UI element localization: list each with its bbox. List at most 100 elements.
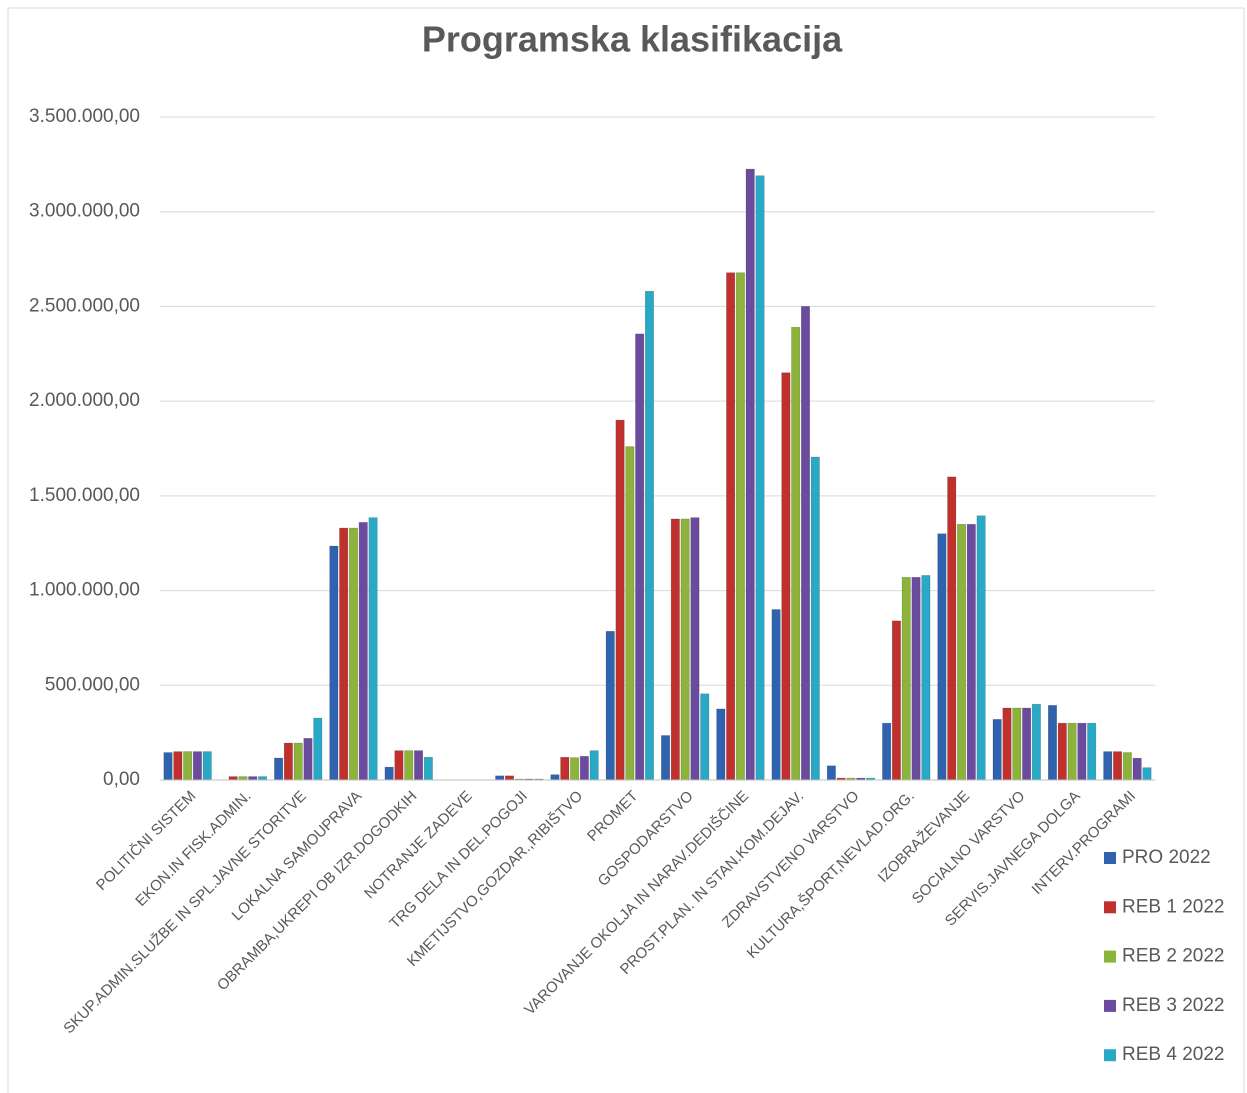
bar [589,750,599,781]
bar [384,766,394,781]
bar [303,738,313,781]
bar [800,306,810,781]
y-tick-label: 1.000.000,00 [29,580,140,601]
bar [947,476,957,781]
legend-swatch [1104,1049,1116,1062]
bar [404,750,414,781]
bar [579,756,589,781]
y-tick-label: 2.500.000,00 [29,295,140,316]
bar [670,518,680,781]
bar [358,522,368,781]
bar [313,717,323,781]
chart-title: Programska klasifikacija [422,19,843,60]
bar [1012,707,1022,781]
bar [1077,722,1087,781]
bar [293,742,303,781]
bar [826,765,836,781]
y-tick-label: 3.500.000,00 [29,106,140,127]
bar [283,742,293,781]
bar [1022,707,1032,781]
bar [680,518,690,781]
bar [901,577,911,781]
bar [810,456,820,781]
bar [690,517,700,781]
bar [726,272,736,781]
bar [570,757,580,781]
bar [781,372,791,781]
bar [911,577,921,781]
bar [976,515,986,781]
bar [394,750,404,781]
bar [882,722,892,781]
bar [183,751,193,781]
bar [921,575,931,781]
x-tick-label: PROMET [584,788,641,845]
bar [505,775,515,781]
bar [329,545,339,781]
legend-swatch [1104,852,1116,864]
bar [1057,722,1067,781]
x-tick-label: NOTRANJE ZADEVE [361,788,476,903]
bar [423,756,433,781]
bar [348,527,358,781]
bar [339,527,349,781]
bar [1031,703,1041,781]
bar [238,776,248,781]
legend-swatch [1104,950,1116,963]
y-tick-label: 500.000,00 [45,674,140,695]
bar [791,326,801,781]
bar [716,708,726,781]
bar [1122,752,1132,781]
bar [700,693,710,781]
bar [1002,707,1012,781]
bar [937,533,947,781]
bar [192,751,202,781]
bar [735,272,745,781]
x-tick-label: OBRAMBA,UKREPI OB IZR.DOGODKIH [214,788,421,995]
legend-label: REB 4 2022 [1122,1044,1224,1065]
legend-label: REB 3 2022 [1122,995,1224,1016]
bar [1067,722,1077,781]
bar [274,757,284,781]
bar [1113,751,1123,781]
bar [992,719,1002,781]
legend-label: PRO 2022 [1122,847,1211,868]
chart-frame [7,7,1245,1093]
bar [625,446,635,781]
bar [966,523,976,781]
x-tick-label: IZOBRAŽEVANJE [875,788,973,886]
y-tick-label: 0,00 [103,769,140,790]
bar [1142,767,1152,781]
bar [414,750,424,781]
bar [163,752,173,781]
legend-swatch [1104,901,1116,914]
bar [550,774,560,781]
bar [495,775,505,781]
bar [891,620,901,781]
bar [615,419,625,781]
bar [755,175,765,781]
bar [635,333,645,781]
legend-label: REB 2 2022 [1122,946,1224,967]
bar [173,751,183,781]
bar [644,290,654,781]
bar [605,630,615,781]
bar [1047,705,1057,781]
bar [771,609,781,781]
bar [1087,722,1097,781]
bar [661,735,671,781]
bar [1132,757,1142,781]
x-tick-label: SKUP.ADMIN.SLUŽBE IN SPL.JAVNE STORITVE [60,788,310,1038]
x-tick-label: GOSPODARSTVO [595,788,697,890]
y-tick-label: 1.500.000,00 [29,485,140,506]
bar [202,751,212,781]
bar [560,756,570,781]
bar [228,776,238,781]
bar [957,523,967,781]
x-tick-label: INTERV.PROGRAMI [1029,788,1139,898]
y-tick-label: 2.000.000,00 [29,390,140,411]
bar [368,517,378,781]
bar [248,776,258,781]
y-tick-label: 3.000.000,00 [29,201,140,222]
